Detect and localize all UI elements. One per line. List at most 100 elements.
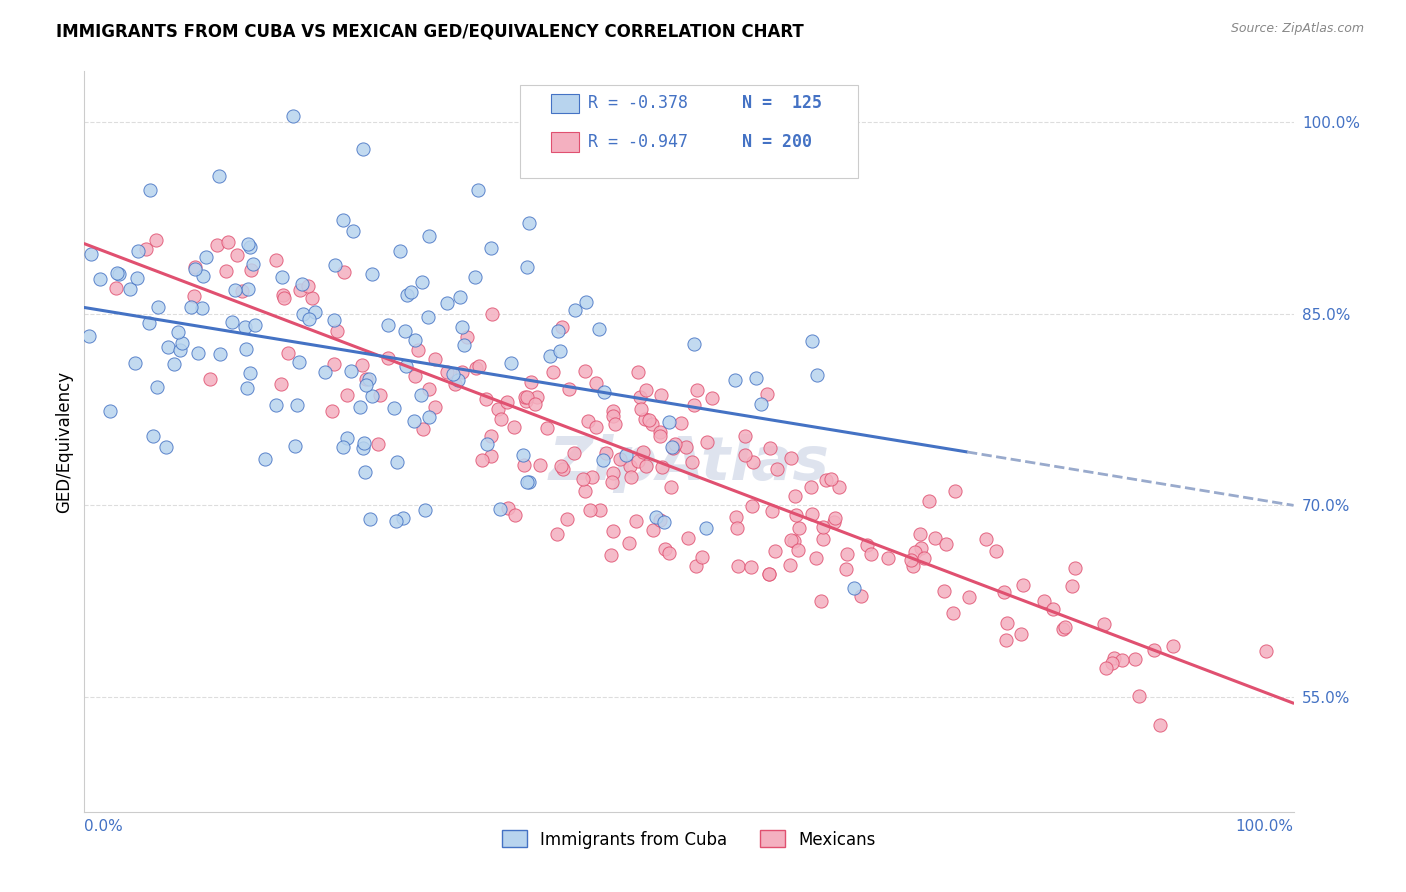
- Point: [741, 499, 763, 513]
- Point: [555, 512, 578, 526]
- Point: [404, 414, 426, 428]
- Point: [468, 359, 491, 373]
- Point: [755, 387, 778, 401]
- Point: [449, 290, 471, 304]
- Point: [681, 455, 703, 469]
- Point: [1033, 594, 1056, 608]
- Point: [550, 458, 572, 473]
- Point: [242, 257, 264, 271]
- Point: [849, 589, 872, 603]
- Point: [564, 303, 586, 318]
- Point: [142, 429, 165, 443]
- Point: [761, 504, 783, 518]
- Point: [404, 333, 426, 347]
- Point: [676, 531, 699, 545]
- Point: [191, 269, 214, 284]
- Point: [451, 366, 474, 380]
- Point: [200, 372, 222, 386]
- Point: [529, 458, 551, 473]
- Point: [236, 236, 259, 251]
- Point: [281, 109, 304, 123]
- Point: [409, 387, 432, 401]
- Point: [325, 324, 347, 338]
- Point: [395, 288, 418, 302]
- Point: [233, 320, 256, 334]
- Point: [183, 262, 205, 277]
- Point: [614, 448, 637, 462]
- Point: [488, 502, 510, 516]
- Point: [652, 515, 675, 529]
- Point: [418, 382, 440, 396]
- Point: [404, 368, 426, 383]
- Point: [156, 340, 179, 354]
- Point: [619, 536, 641, 550]
- Point: [723, 373, 745, 387]
- Point: [574, 364, 596, 378]
- Point: [823, 516, 845, 530]
- Point: [412, 422, 434, 436]
- Point: [444, 377, 467, 392]
- Point: [650, 459, 672, 474]
- Point: [353, 142, 375, 156]
- Point: [813, 520, 835, 534]
- Point: [1128, 689, 1150, 703]
- Point: [239, 263, 262, 277]
- Point: [602, 466, 624, 480]
- Point: [588, 322, 610, 336]
- Point: [669, 416, 692, 430]
- Point: [169, 343, 191, 357]
- Point: [627, 454, 650, 468]
- Point: [828, 480, 851, 494]
- Point: [740, 559, 762, 574]
- Point: [297, 312, 319, 326]
- Point: [264, 398, 287, 412]
- Point: [631, 445, 654, 459]
- Point: [332, 440, 354, 454]
- Point: [648, 425, 671, 439]
- Point: [942, 606, 965, 620]
- Point: [786, 542, 808, 557]
- Point: [195, 250, 218, 264]
- Point: [1052, 623, 1074, 637]
- Point: [238, 366, 260, 380]
- Point: [474, 392, 496, 406]
- Point: [138, 316, 160, 330]
- Point: [912, 550, 935, 565]
- Point: [479, 429, 502, 443]
- Point: [155, 440, 177, 454]
- Point: [392, 511, 415, 525]
- Point: [910, 541, 932, 555]
- Point: [935, 536, 957, 550]
- Point: [127, 244, 149, 258]
- Point: [264, 252, 287, 267]
- Point: [824, 511, 846, 525]
- Point: [547, 324, 569, 338]
- Point: [1143, 642, 1166, 657]
- Point: [235, 343, 257, 357]
- Point: [628, 390, 651, 404]
- Point: [763, 544, 786, 558]
- Point: [787, 521, 810, 535]
- Point: [205, 237, 228, 252]
- Point: [236, 381, 259, 395]
- Point: [993, 585, 1015, 599]
- Point: [624, 514, 647, 528]
- Point: [640, 417, 662, 432]
- Point: [661, 440, 683, 454]
- Point: [804, 551, 827, 566]
- Point: [503, 508, 526, 522]
- Point: [217, 235, 239, 249]
- Point: [779, 558, 801, 573]
- Point: [783, 489, 806, 503]
- Point: [502, 420, 524, 434]
- Point: [323, 258, 346, 272]
- Point: [98, 404, 121, 418]
- Point: [659, 480, 682, 494]
- Point: [118, 282, 141, 296]
- Point: [359, 372, 381, 386]
- Point: [519, 475, 541, 489]
- Point: [644, 510, 666, 524]
- Point: [783, 534, 806, 549]
- Point: [208, 347, 231, 361]
- Point: [658, 415, 681, 429]
